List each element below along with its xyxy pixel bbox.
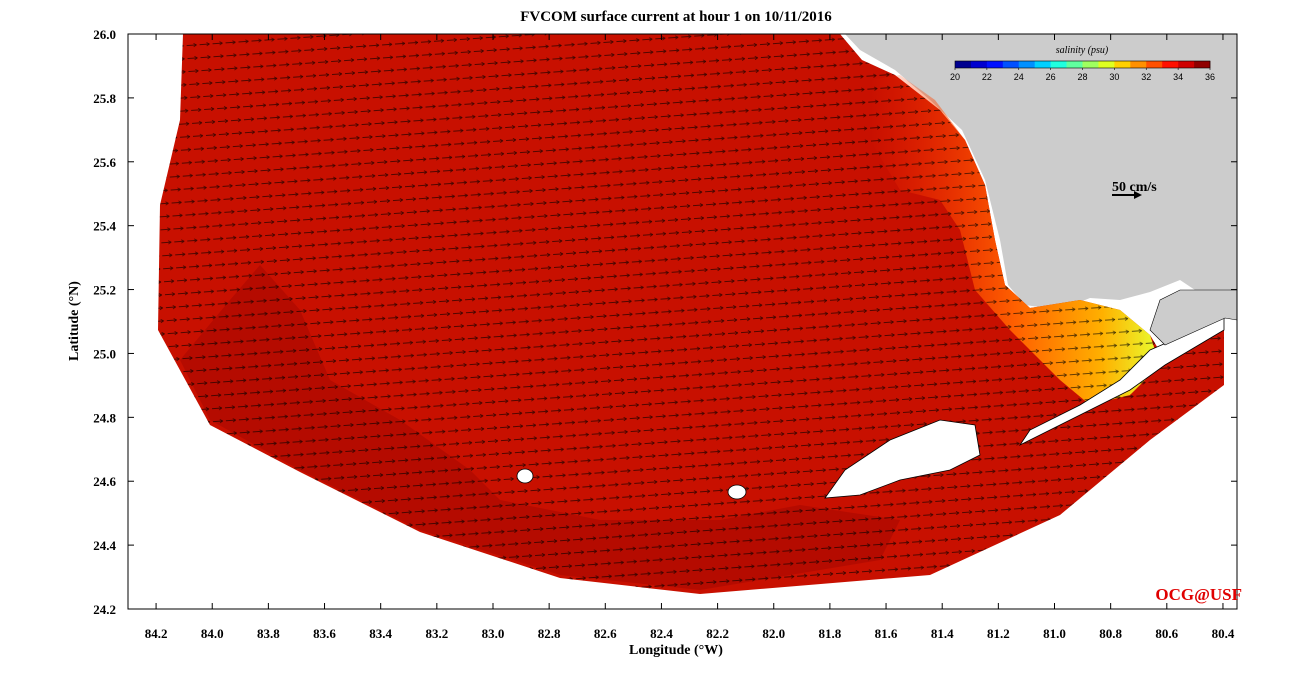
x-tick-label: 81.6: [875, 626, 898, 641]
colorbar-segment: [1034, 61, 1051, 68]
colorbar-tick-label: 34: [1173, 72, 1183, 82]
x-tick-label: 84.0: [201, 626, 224, 641]
colorbar-segment: [1162, 61, 1179, 68]
colorbar-segment: [1098, 61, 1115, 68]
island: [824, 419, 981, 499]
colorbar-segment: [986, 61, 1004, 68]
colorbar-segment: [1146, 61, 1163, 68]
x-tick-label: 81.4: [931, 626, 954, 641]
map-area: [158, 34, 1237, 594]
colorbar-tick-label: 22: [982, 72, 992, 82]
colorbar-tick-label: 30: [1109, 72, 1119, 82]
x-tick-label: 83.6: [313, 626, 336, 641]
colorbar-segment: [955, 61, 972, 68]
x-tick-label: 80.6: [1155, 626, 1178, 641]
scale-label: 50 cm/s: [1112, 180, 1157, 195]
x-tick-label: 83.4: [369, 626, 392, 641]
colorbar-segment: [1002, 61, 1020, 68]
x-tick-label: 81.0: [1043, 626, 1066, 641]
credit: OCG@USF: [1155, 585, 1242, 604]
colorbar: salinity (psu) 20 22 24 26 28 30 32 34 36: [950, 45, 1215, 82]
colorbar-segment: [970, 61, 988, 68]
y-tick-label: 26.0: [93, 27, 116, 42]
ticks: 84.2 84.0 83.8 83.6 83.4 83.2 83.0 82.8 82.6 82.4…: [93, 27, 1237, 641]
x-tick-label: 82.0: [762, 626, 785, 641]
y-tick-label: 25.8: [93, 91, 116, 106]
y-tick-label: 24.2: [93, 602, 116, 617]
y-tick-label: 25.2: [93, 283, 116, 298]
x-tick-label: 81.8: [819, 626, 842, 641]
colorbar-tick-label: 28: [1077, 72, 1087, 82]
x-tick-label: 82.2: [706, 626, 729, 641]
land: [1149, 289, 1237, 346]
x-tick-label: 83.0: [482, 626, 505, 641]
colorbar-segment: [1178, 61, 1195, 68]
x-tick-label: 81.2: [987, 626, 1010, 641]
colorbar-tick-label: 32: [1141, 72, 1151, 82]
scale-arrow: [1112, 191, 1142, 199]
x-tick-label: 82.8: [538, 626, 561, 641]
x-tick-label: 83.8: [257, 626, 280, 641]
y-tick-label: 24.4: [93, 538, 116, 553]
axes-frame: [127, 33, 1238, 610]
x-tick-label: 83.2: [425, 626, 448, 641]
x-tick-label: 84.2: [145, 626, 168, 641]
colorbar-title: salinity (psu): [1056, 45, 1109, 56]
colorbar-tick-label: 36: [1205, 72, 1215, 82]
colorbar-tick-label: 24: [1014, 72, 1024, 82]
island: [1018, 317, 1225, 447]
island: [727, 484, 747, 500]
island: [516, 468, 534, 484]
colorbar-segment: [1050, 61, 1067, 68]
y-tick-label: 24.8: [93, 410, 116, 425]
y-tick-label: 25.4: [93, 219, 116, 234]
x-tick-label: 80.8: [1099, 626, 1122, 641]
colorbar-segment: [1194, 61, 1211, 68]
x-tick-label: 82.4: [650, 626, 673, 641]
colorbar-segment: [1130, 61, 1147, 68]
colorbar-segment: [1082, 61, 1099, 68]
colorbar-segment: [1066, 61, 1083, 68]
title: FVCOM surface current at hour 1 on 10/11…: [520, 9, 832, 25]
colorbar-segment: [1114, 61, 1131, 68]
x-tick-label: 80.4: [1212, 626, 1235, 641]
x-tick-label: 82.6: [594, 626, 617, 641]
x-axis-label: Longitude (°W): [629, 643, 723, 658]
colorbar-tick-label: 20: [950, 72, 960, 82]
colorbar-tick-label: 26: [1046, 72, 1056, 82]
y-tick-label: 24.6: [93, 474, 116, 489]
y-axis-label: Latitude (°N): [67, 281, 82, 361]
land: [845, 34, 1237, 310]
y-tick-label: 25.6: [93, 155, 116, 170]
y-tick-label: 25.0: [93, 346, 116, 361]
colorbar-segment: [1018, 61, 1035, 68]
